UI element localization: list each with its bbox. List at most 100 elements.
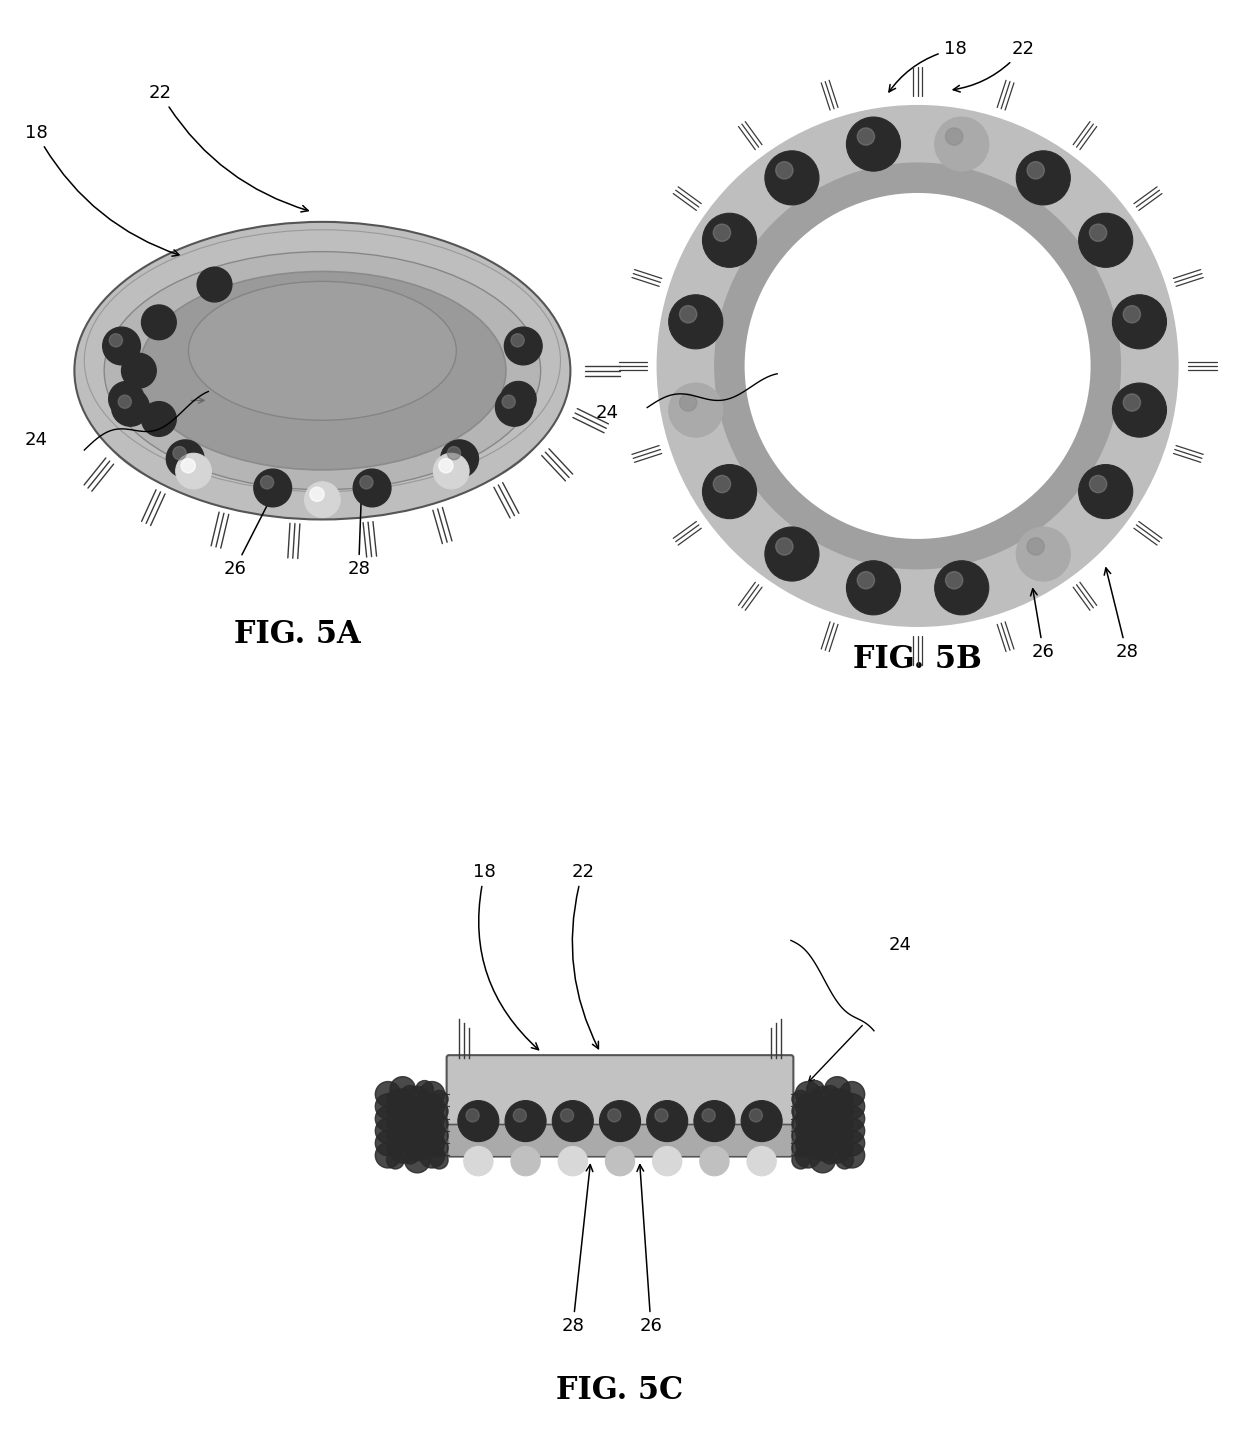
Circle shape (1027, 162, 1044, 179)
Circle shape (389, 1076, 415, 1102)
Circle shape (402, 1110, 419, 1127)
Circle shape (404, 1136, 430, 1160)
Circle shape (714, 163, 1121, 569)
Text: 28: 28 (562, 1165, 593, 1335)
Circle shape (652, 1147, 682, 1176)
Circle shape (430, 1115, 448, 1133)
Circle shape (806, 1081, 825, 1098)
Text: 22: 22 (572, 863, 599, 1049)
Circle shape (1090, 224, 1107, 241)
Circle shape (305, 482, 340, 518)
Circle shape (1017, 527, 1070, 582)
Circle shape (839, 1130, 864, 1156)
Circle shape (389, 1089, 415, 1114)
Circle shape (795, 1094, 821, 1120)
Circle shape (836, 1115, 853, 1133)
Circle shape (464, 1147, 494, 1176)
Circle shape (505, 328, 542, 365)
Circle shape (505, 1101, 546, 1141)
Circle shape (839, 1118, 864, 1143)
Circle shape (765, 527, 818, 582)
Circle shape (353, 469, 391, 506)
Text: 18: 18 (25, 124, 180, 257)
Circle shape (605, 1147, 635, 1176)
FancyBboxPatch shape (448, 1124, 792, 1157)
Circle shape (1090, 475, 1107, 492)
Circle shape (1112, 294, 1167, 349)
Circle shape (1027, 538, 1044, 556)
Circle shape (360, 476, 373, 489)
Circle shape (430, 1127, 448, 1144)
Circle shape (699, 1147, 729, 1176)
Text: 28: 28 (347, 479, 370, 579)
Circle shape (946, 128, 962, 146)
Circle shape (402, 1134, 419, 1152)
Circle shape (310, 488, 324, 501)
Circle shape (825, 1076, 851, 1102)
Circle shape (511, 333, 525, 346)
Text: 26: 26 (637, 1165, 662, 1335)
Circle shape (415, 1092, 434, 1110)
Circle shape (857, 128, 874, 146)
Circle shape (376, 1082, 401, 1107)
Circle shape (857, 571, 874, 589)
Text: 18: 18 (474, 863, 538, 1049)
Circle shape (825, 1089, 851, 1114)
Circle shape (836, 1139, 853, 1157)
Circle shape (935, 117, 988, 172)
Circle shape (109, 381, 144, 417)
Circle shape (496, 388, 533, 426)
Circle shape (836, 1127, 853, 1144)
Circle shape (792, 1091, 810, 1108)
Circle shape (389, 1137, 415, 1163)
Circle shape (376, 1118, 401, 1143)
Circle shape (197, 267, 232, 302)
Circle shape (810, 1087, 836, 1111)
Circle shape (560, 1108, 574, 1121)
Circle shape (810, 1147, 836, 1173)
Circle shape (430, 1152, 448, 1169)
Circle shape (419, 1118, 445, 1143)
Circle shape (415, 1141, 434, 1159)
Text: 24: 24 (889, 937, 911, 954)
Circle shape (825, 1114, 851, 1139)
Circle shape (404, 1111, 430, 1136)
Circle shape (415, 1081, 434, 1098)
Circle shape (836, 1102, 853, 1120)
Circle shape (402, 1098, 419, 1115)
Circle shape (501, 381, 536, 417)
Circle shape (1123, 306, 1141, 323)
Circle shape (141, 401, 176, 436)
Ellipse shape (139, 271, 506, 470)
Circle shape (434, 453, 469, 489)
Text: FIG. 5C: FIG. 5C (557, 1375, 683, 1407)
Circle shape (404, 1087, 430, 1111)
Circle shape (419, 1130, 445, 1156)
Circle shape (415, 1105, 434, 1123)
Circle shape (387, 1139, 404, 1157)
Circle shape (458, 1101, 498, 1141)
Circle shape (502, 395, 516, 408)
Circle shape (680, 306, 697, 323)
Circle shape (839, 1094, 864, 1120)
Circle shape (792, 1139, 810, 1157)
Circle shape (825, 1137, 851, 1163)
Circle shape (1079, 465, 1132, 518)
Circle shape (122, 354, 156, 388)
Circle shape (657, 105, 1178, 626)
Circle shape (792, 1102, 810, 1120)
Circle shape (806, 1141, 825, 1159)
Circle shape (389, 1101, 415, 1127)
Circle shape (694, 1101, 735, 1141)
Circle shape (172, 446, 186, 460)
Ellipse shape (188, 281, 456, 420)
Text: 28: 28 (1105, 569, 1138, 661)
Circle shape (1112, 382, 1167, 437)
Circle shape (703, 214, 756, 267)
Circle shape (647, 1101, 688, 1141)
Circle shape (430, 1091, 448, 1108)
Circle shape (680, 394, 697, 411)
Circle shape (847, 117, 900, 172)
Circle shape (513, 1108, 527, 1121)
Circle shape (795, 1082, 821, 1107)
